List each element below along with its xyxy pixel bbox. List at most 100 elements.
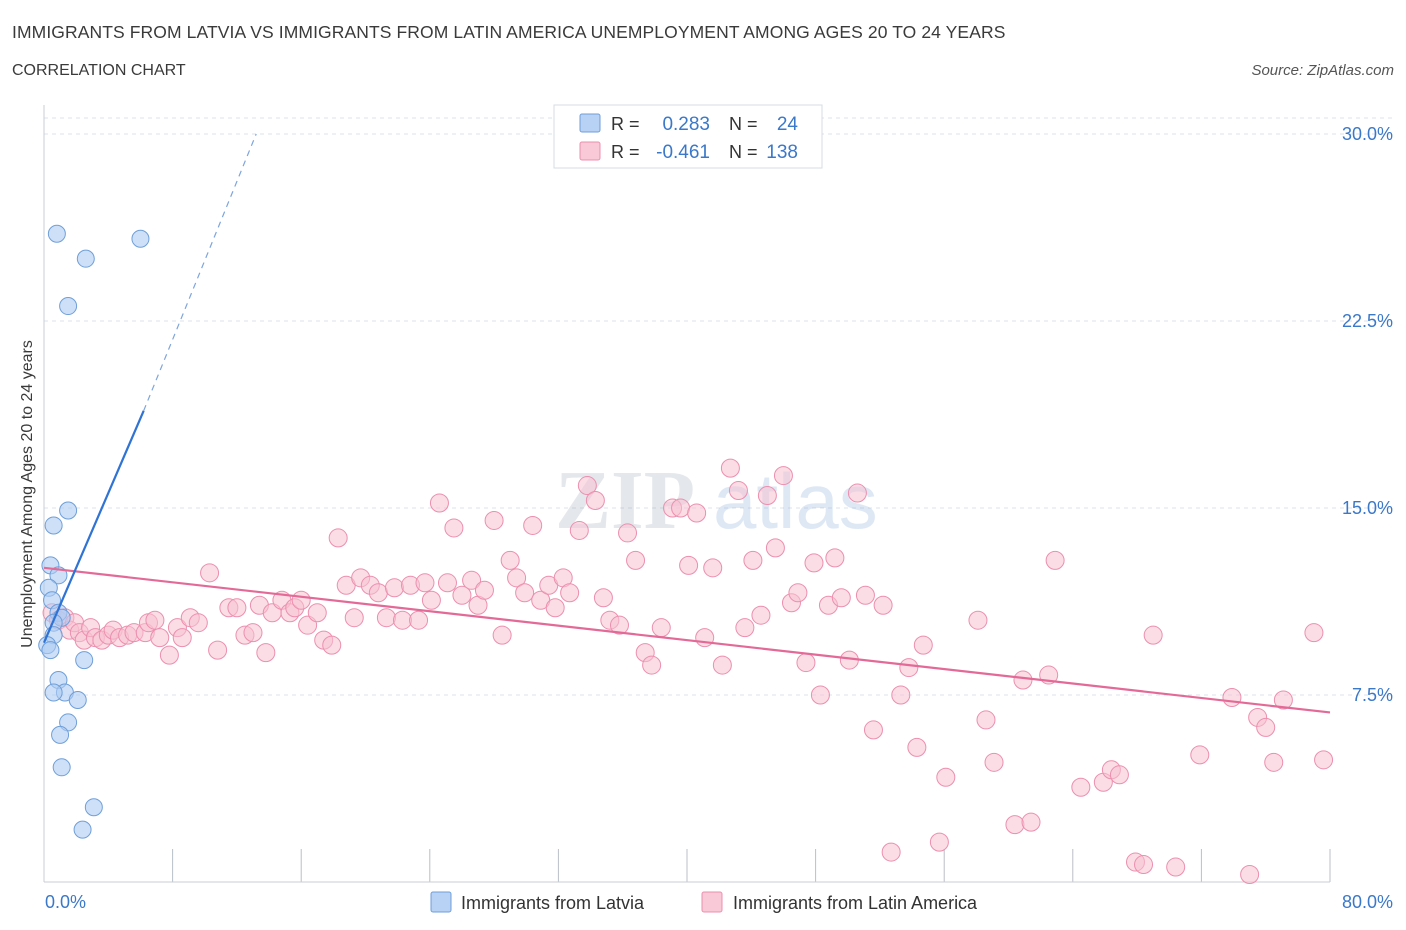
- latin-america-point: [1240, 865, 1260, 885]
- latin-america-point: [891, 685, 911, 705]
- series-legend-label-latvia: Immigrants from Latvia: [461, 893, 645, 913]
- latin-america-point: [492, 625, 512, 645]
- latin-america-point: [936, 767, 956, 787]
- y-axis-title: Unemployment Among Ages 20 to 24 years: [19, 340, 36, 648]
- legend-n-value-latin-america: 138: [766, 142, 798, 163]
- latin-america-point: [1013, 670, 1033, 690]
- latin-america-point: [881, 842, 901, 862]
- latin-america-point: [743, 550, 763, 570]
- latin-america-point: [984, 752, 1004, 772]
- latin-america-point: [200, 563, 220, 583]
- latin-america-point: [855, 585, 875, 605]
- legend-r-value-latin-america: -0.461: [656, 142, 710, 163]
- x-tick-label-max: 80.0%: [1342, 892, 1393, 912]
- latin-america-point: [1005, 815, 1025, 835]
- latin-america-point: [765, 538, 785, 558]
- legend-r-label-latin-america: R =: [611, 142, 640, 162]
- latin-america-point: [825, 548, 845, 568]
- latvia-point: [52, 758, 71, 777]
- latin-america-point: [227, 598, 247, 618]
- latvia-point: [59, 297, 78, 316]
- watermark-atlas: atlas: [713, 457, 878, 545]
- latin-america-point: [452, 585, 472, 605]
- latin-america-point: [208, 640, 228, 660]
- latin-america-point: [796, 653, 816, 673]
- latin-america-point: [1304, 623, 1324, 643]
- legend-swatch-latvia: [579, 113, 601, 133]
- series-legend-label-latin-america: Immigrants from Latin America: [733, 893, 978, 913]
- latvia-point: [49, 566, 68, 585]
- latin-america-point: [899, 658, 919, 678]
- latin-america-point: [409, 610, 429, 630]
- latin-america-point: [695, 628, 715, 648]
- latin-america-point: [384, 578, 404, 598]
- latin-america-point: [437, 573, 457, 593]
- latin-america-point: [1166, 857, 1186, 877]
- legend-n-label-latin-america: N =: [729, 142, 758, 162]
- latvia-point: [51, 725, 70, 744]
- latin-america-point: [1109, 765, 1129, 785]
- latin-america-point: [976, 710, 996, 730]
- latvia-points: [38, 224, 150, 839]
- latin-america-point: [1071, 777, 1091, 797]
- latin-america-point: [1134, 855, 1154, 875]
- legend-r-label-latvia: R =: [611, 114, 640, 134]
- axis-layer: [43, 105, 1330, 883]
- latin-america-point: [831, 588, 851, 608]
- latin-america-point: [545, 598, 565, 618]
- latin-america-point: [687, 503, 707, 523]
- latin-america-point: [788, 583, 808, 603]
- latin-america-point: [728, 481, 748, 501]
- latin-america-point: [1045, 550, 1065, 570]
- latin-america-point: [243, 623, 263, 643]
- legend-r-value-latvia: 0.283: [662, 114, 710, 135]
- latin-america-point: [172, 628, 192, 648]
- latin-america-point: [560, 583, 580, 603]
- latin-america-point: [863, 720, 883, 740]
- latin-america-point: [679, 555, 699, 575]
- latin-america-point: [757, 486, 777, 506]
- latin-america-points: [42, 458, 1334, 885]
- latin-america-point: [1143, 625, 1163, 645]
- latin-america-point: [421, 590, 441, 610]
- latvia-point: [68, 690, 87, 709]
- latin-america-point: [150, 628, 170, 648]
- latin-america-point: [484, 510, 504, 530]
- x-tick-label-min: 0.0%: [45, 892, 86, 912]
- source-credit: Source: ZipAtlas.com: [1251, 62, 1394, 79]
- y-tick-label: 7.5%: [1352, 685, 1393, 705]
- latin-america-point: [929, 832, 949, 852]
- latin-america-point: [368, 583, 388, 603]
- legend-swatch-latin-america: [579, 141, 601, 161]
- latin-america-point: [804, 553, 824, 573]
- latin-america-point: [609, 615, 629, 635]
- legend-n-value-latvia: 24: [777, 114, 799, 135]
- latin-america-point: [651, 618, 671, 638]
- latin-america-point: [847, 483, 867, 503]
- latvia-point: [47, 224, 66, 243]
- latin-america-point: [593, 588, 613, 608]
- latvia-trend-line: [42, 410, 145, 644]
- latvia-point: [44, 516, 63, 535]
- latin-america-point: [968, 610, 988, 630]
- y-tick-label: 30.0%: [1342, 124, 1393, 144]
- latin-america-point: [1190, 745, 1210, 765]
- latin-america-point: [751, 605, 771, 625]
- latin-america-point: [703, 558, 723, 578]
- latin-america-point: [618, 523, 638, 543]
- latin-america-point: [1314, 750, 1334, 770]
- latin-america-point: [307, 603, 327, 623]
- latin-america-point: [1273, 690, 1293, 710]
- y-tick-labels: 7.5% 15.0% 22.5% 30.0%: [1342, 124, 1393, 705]
- latin-america-point: [256, 643, 276, 663]
- latin-america-point: [500, 550, 520, 570]
- latin-america-point: [328, 528, 348, 548]
- latin-america-point: [474, 580, 494, 600]
- y-tick-label: 15.0%: [1342, 498, 1393, 518]
- series-legend-swatch-latin-america: [701, 891, 723, 913]
- latin-america-point: [392, 610, 412, 630]
- latin-america-point: [188, 613, 208, 633]
- latin-america-point: [515, 583, 535, 603]
- correlation-legend: R = 0.283 N = 24 R = -0.461 N = 138: [553, 104, 823, 169]
